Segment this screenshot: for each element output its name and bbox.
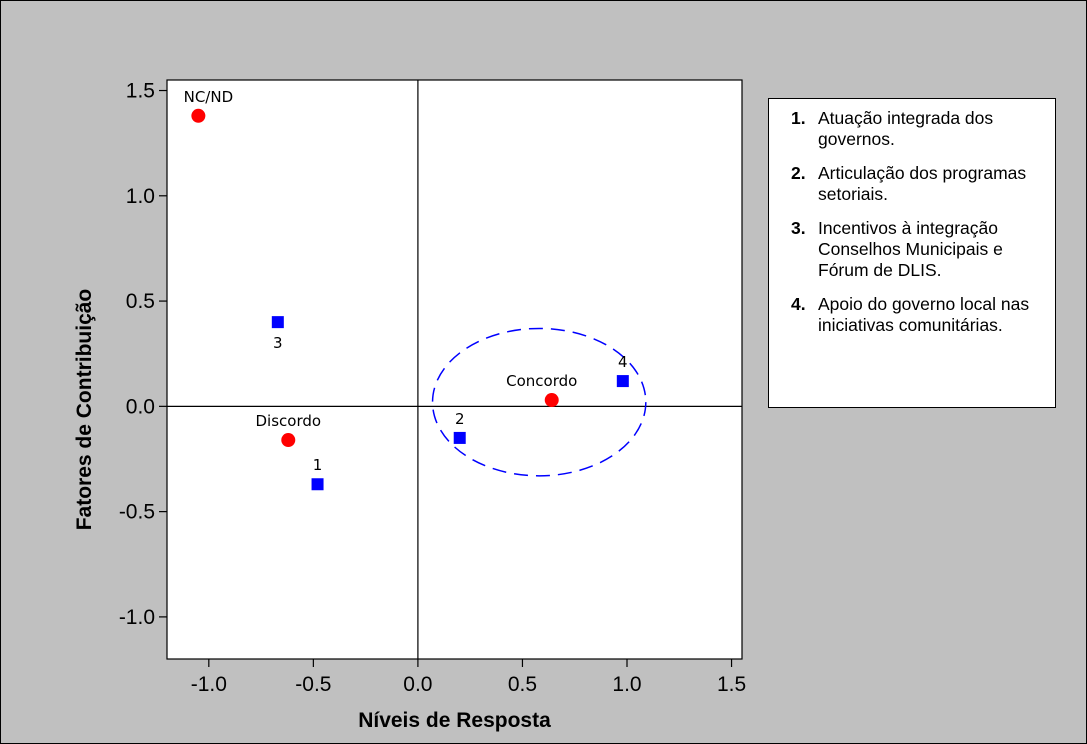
legend-text: Incentivos à integração Conselhos Munici…	[818, 218, 1003, 280]
legend-item: 3. Incentivos à integração Conselhos Mun…	[791, 218, 1047, 281]
square-point	[453, 431, 466, 444]
legend-text: Articulação dos programas setoriais.	[818, 163, 1027, 204]
y-tick-label: 1.5	[126, 80, 155, 103]
point-label: 3	[273, 334, 283, 352]
plot-area	[166, 79, 743, 660]
circle-point	[544, 393, 559, 408]
y-tick-label: 1.0	[126, 185, 155, 208]
point-label: NC/ND	[184, 88, 234, 106]
legend-text: Atuação integrada dos governos.	[818, 108, 994, 149]
x-tick-label: 0.0	[403, 673, 432, 696]
point-label: 1	[313, 456, 323, 474]
x-tick-label: 0.5	[508, 673, 537, 696]
circle-point	[281, 433, 296, 448]
legend-text: Apoio do governo local nas iniciativas c…	[818, 294, 1030, 335]
points-layer: NC/ND Discordo Concordo 1 2 3 4	[184, 88, 629, 491]
legend-item: 1. Atuação integrada dos governos.	[791, 108, 1047, 150]
y-axis-ticks: 1.5 1.0 0.5 0.0 -0.5 -1.0	[119, 80, 167, 629]
y-tick-label: 0.5	[126, 290, 155, 313]
legend-item: 4. Apoio do governo local nas iniciativa…	[791, 294, 1047, 336]
point-label: Concordo	[506, 372, 577, 390]
legend-number: 3.	[791, 218, 806, 238]
legend-item: 2. Articulação dos programas setoriais.	[791, 163, 1047, 205]
x-axis-ticks: -1.0 -0.5 0.0 0.5 1.0 1.5	[191, 659, 746, 696]
y-axis-title: Fatores de Contribuição	[73, 289, 96, 531]
legend-number: 4.	[791, 294, 806, 314]
y-tick-label: -0.5	[119, 501, 155, 524]
legend-box: 1. Atuação integrada dos governos. 2. Ar…	[768, 98, 1056, 408]
square-point	[311, 478, 324, 491]
square-point	[616, 375, 629, 388]
point-label: Discordo	[255, 412, 321, 430]
legend-number: 1.	[791, 108, 806, 128]
x-tick-label: -1.0	[191, 673, 227, 696]
y-tick-label: -1.0	[119, 606, 155, 629]
x-axis-title: Níveis de Resposta	[358, 709, 551, 732]
dashed-ellipse-annotation	[431, 327, 647, 477]
square-point	[271, 316, 284, 329]
legend-number: 2.	[791, 163, 806, 183]
x-tick-label: 1.0	[612, 673, 641, 696]
point-label: 2	[455, 410, 465, 428]
x-tick-label: 1.5	[717, 673, 746, 696]
circle-point	[191, 108, 206, 123]
point-label: 4	[618, 353, 628, 371]
y-tick-label: 0.0	[126, 395, 155, 418]
annotation-layer	[431, 327, 647, 477]
x-tick-label: -0.5	[295, 673, 331, 696]
